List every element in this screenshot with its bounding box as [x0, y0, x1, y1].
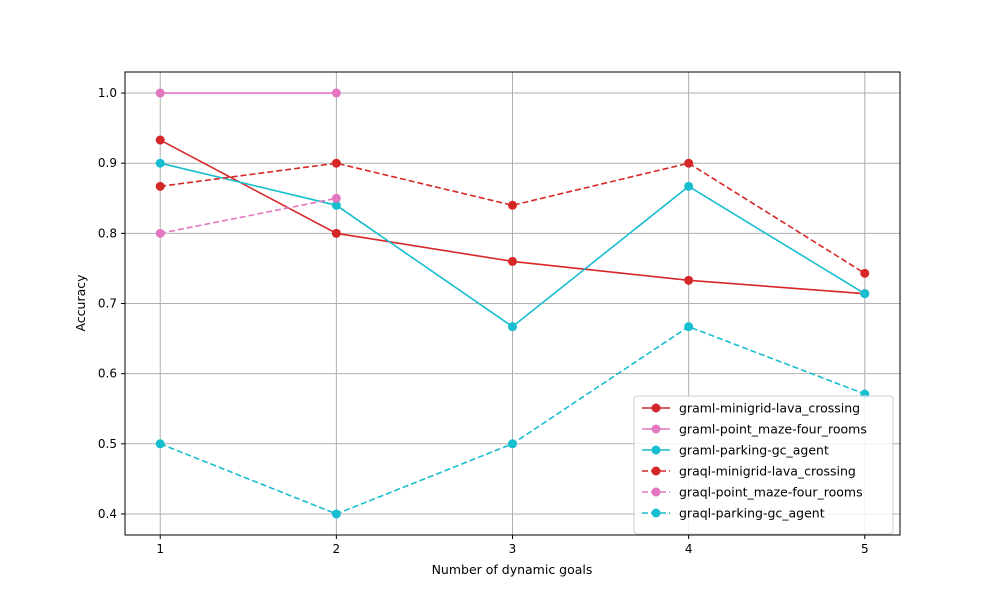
legend-label: graql-parking-gc_agent [679, 506, 825, 521]
y-axis-label: Accuracy [73, 274, 88, 332]
legend-marker [651, 466, 661, 476]
y-axis-ticks: 0.4 0.5 0.6 0.7 0.8 0.9 1.0 [98, 86, 125, 521]
data-point [155, 228, 165, 238]
legend-box [633, 395, 894, 535]
data-point [860, 289, 870, 299]
data-point [331, 509, 341, 519]
data-point [155, 135, 165, 145]
data-point [508, 200, 517, 210]
legend: graml-minigrid-lava_crossing graml-point_… [633, 395, 894, 535]
y-tick-label: 0.7 [98, 297, 117, 311]
legend-label: graql-point_maze-four_rooms [679, 485, 863, 500]
data-point [684, 275, 694, 285]
data-point [331, 228, 341, 238]
data-point [155, 88, 165, 98]
data-point [331, 88, 341, 98]
legend-label: graql-minigrid-lava_crossing [679, 464, 856, 479]
series-group [155, 88, 870, 519]
legend-marker [651, 508, 661, 518]
data-point [331, 200, 341, 210]
y-tick-label: 0.5 [98, 437, 117, 451]
plot-area-frame [124, 71, 901, 536]
legend-label: graml-minigrid-lava_crossing [679, 401, 860, 416]
y-tick-label: 0.9 [98, 156, 117, 170]
x-axis-label: Number of dynamic goals [432, 562, 593, 577]
y-tick-label: 0.8 [98, 226, 117, 240]
data-point [684, 181, 694, 191]
legend-label: graml-point_maze-four_rooms [679, 422, 867, 437]
legend-marker [651, 487, 661, 497]
series-line [160, 162, 866, 275]
x-tick-label: 4 [685, 542, 693, 556]
x-axis-ticks: 1 2 3 4 5 [156, 535, 869, 556]
data-point [684, 158, 694, 168]
data-point [508, 439, 517, 449]
data-point [155, 158, 165, 168]
legend-label: graml-parking-gc_agent [679, 443, 829, 458]
legend-marker [651, 403, 661, 413]
x-tick-label: 2 [333, 542, 341, 556]
x-tick-label: 1 [156, 542, 164, 556]
data-point [860, 268, 870, 278]
y-tick-label: 1.0 [98, 86, 117, 100]
y-tick-label: 0.6 [98, 367, 117, 381]
data-point [331, 193, 341, 203]
legend-marker [651, 424, 661, 434]
x-tick-label: 3 [509, 542, 517, 556]
y-tick-label: 0.4 [98, 507, 117, 521]
data-point [508, 256, 517, 266]
data-point [155, 181, 165, 191]
data-point [684, 322, 694, 332]
series-line [160, 197, 337, 235]
data-point [331, 158, 341, 168]
data-point [508, 322, 517, 332]
legend-marker [651, 445, 661, 455]
x-tick-label: 5 [861, 542, 869, 556]
data-point [155, 439, 165, 449]
